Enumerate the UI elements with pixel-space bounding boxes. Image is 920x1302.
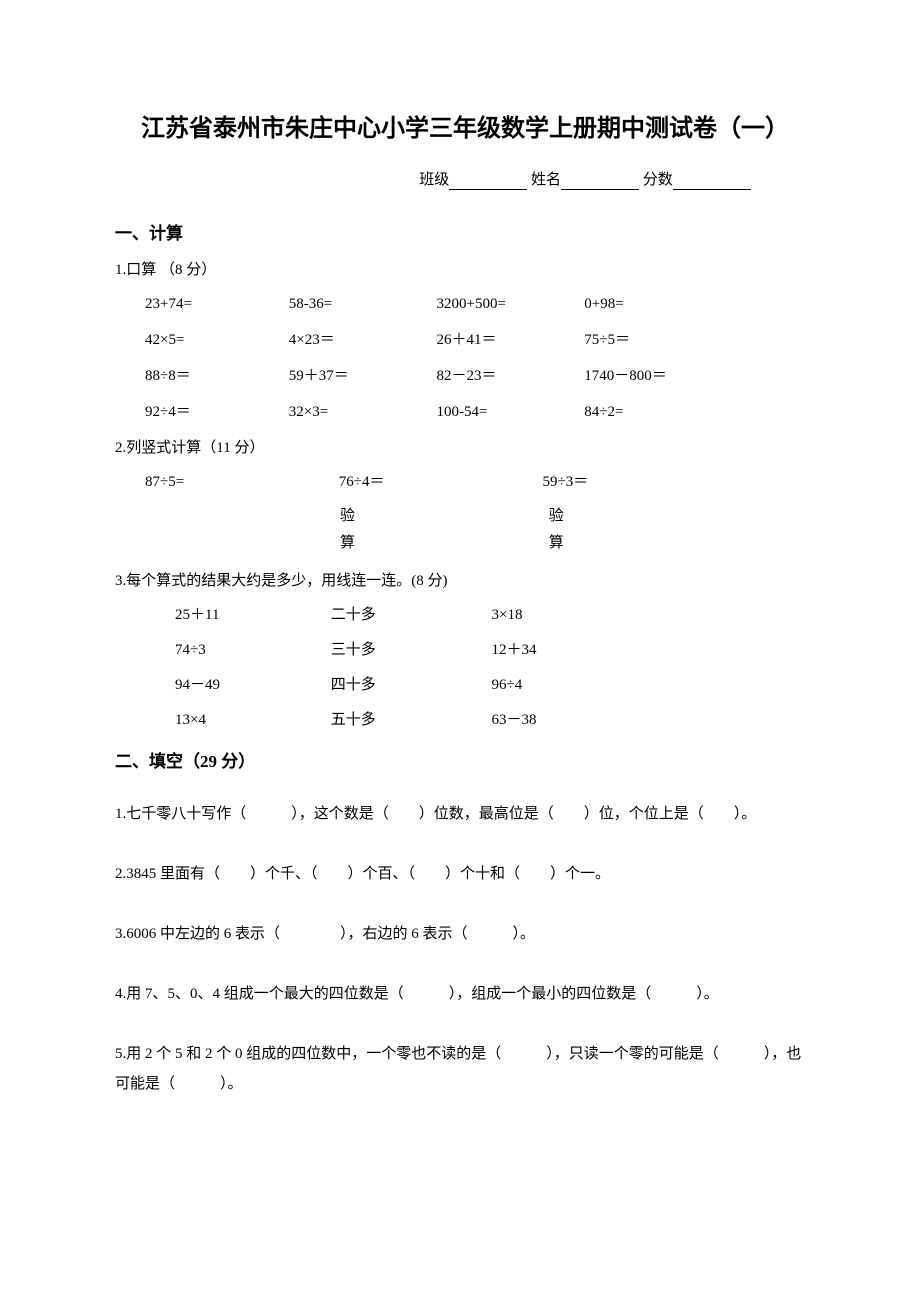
verify-char: 算 [549,531,564,555]
calc-cell: 1740－800＝ [584,364,744,388]
calc-cell: 0+98= [584,292,744,316]
match-cell: 12＋34 [492,638,612,662]
verify-char: 验 [340,504,355,528]
match-cell: 3×18 [492,603,612,627]
calc-cell: 23+74= [145,292,285,316]
mental-calc-grid: 23+74= 58-36= 3200+500= 0+98= 42×5= 4×23… [115,292,815,424]
class-label: 班级 [419,172,449,188]
match-row: 13×4 五十多 63－38 [175,708,815,732]
vertical-calc-block: 87÷5= 76÷4＝ 59÷3＝ [115,470,815,494]
calc-row: 92÷4＝ 32×3= 100-54= 84÷2= [145,400,815,424]
calc-cell: 3200+500= [437,292,581,316]
vertical-calc-item: 59÷3＝ [543,470,703,494]
calc-cell: 75÷5＝ [584,328,744,352]
calc-cell: 88÷8＝ [145,364,285,388]
verify-row: 验 验 [115,504,815,528]
fill-item: 1.七千零八十写作（ ），这个数是（ ）位数，最高位是（ ）位，个位上是（ ）。 [115,799,815,829]
score-label: 分数 [643,172,673,188]
vertical-calc-item: 87÷5= [145,470,335,494]
student-info-row: 班级 姓名 分数 [115,168,815,192]
fill-item: 2.3845 里面有（ ）个千、（ ）个百、（ ）个十和（ ）个一。 [115,859,815,889]
name-label: 姓名 [531,172,561,188]
score-blank [673,173,751,190]
document-title: 江苏省泰州市朱庄中心小学三年级数学上册期中测试卷（一） [115,110,815,148]
match-cell: 13×4 [175,708,327,732]
sub3-heading: 3.每个算式的结果大约是多少，用线连一连。(8 分) [115,569,815,593]
calc-cell: 4×23＝ [289,328,433,352]
sub2-heading: 2.列竖式计算（11 分） [115,436,815,460]
calc-cell: 100-54= [437,400,581,424]
calc-cell: 42×5= [145,328,285,352]
verify-row: 算 算 [115,531,815,555]
fill-item: 5.用 2 个 5 和 2 个 0 组成的四位数中，一个零也不读的是（ ），只读… [115,1039,815,1099]
vertical-calc-item: 76÷4＝ [339,470,539,494]
match-cell: 五十多 [331,708,488,732]
verify-char: 验 [549,504,564,528]
calc-cell: 92÷4＝ [145,400,285,424]
fill-item: 3.6006 中左边的 6 表示（ ），右边的 6 表示（ ）。 [115,919,815,949]
match-cell: 25＋11 [175,603,327,627]
match-cell: 94－49 [175,673,327,697]
calc-cell: 32×3= [289,400,433,424]
match-cell: 三十多 [331,638,488,662]
calc-row: 42×5= 4×23＝ 26＋41＝ 75÷5＝ [145,328,815,352]
match-cell: 二十多 [331,603,488,627]
class-blank [449,173,527,190]
section2-heading: 二、填空（29 分） [115,748,815,775]
calc-cell: 82－23＝ [437,364,581,388]
match-cell: 74÷3 [175,638,327,662]
match-row: 94－49 四十多 96÷4 [175,673,815,697]
calc-row: 23+74= 58-36= 3200+500= 0+98= [145,292,815,316]
match-grid: 25＋11 二十多 3×18 74÷3 三十多 12＋34 94－49 四十多 … [115,603,815,732]
section1-heading: 一、计算 [115,220,815,247]
match-row: 25＋11 二十多 3×18 [175,603,815,627]
calc-cell: 84÷2= [584,400,744,424]
match-cell: 四十多 [331,673,488,697]
fill-item: 4.用 7、5、0、4 组成一个最大的四位数是（ ），组成一个最小的四位数是（ … [115,979,815,1009]
verify-char: 算 [340,531,355,555]
match-cell: 63－38 [492,708,612,732]
calc-cell: 26＋41＝ [437,328,581,352]
match-row: 74÷3 三十多 12＋34 [175,638,815,662]
calc-row: 88÷8＝ 59＋37＝ 82－23＝ 1740－800＝ [145,364,815,388]
fill-section: 1.七千零八十写作（ ），这个数是（ ）位数，最高位是（ ）位，个位上是（ ）。… [115,799,815,1099]
match-cell: 96÷4 [492,673,612,697]
calc-cell: 58-36= [289,292,433,316]
name-blank [561,173,639,190]
sub1-heading: 1.口算 （8 分） [115,258,815,282]
calc-cell: 59＋37＝ [289,364,433,388]
